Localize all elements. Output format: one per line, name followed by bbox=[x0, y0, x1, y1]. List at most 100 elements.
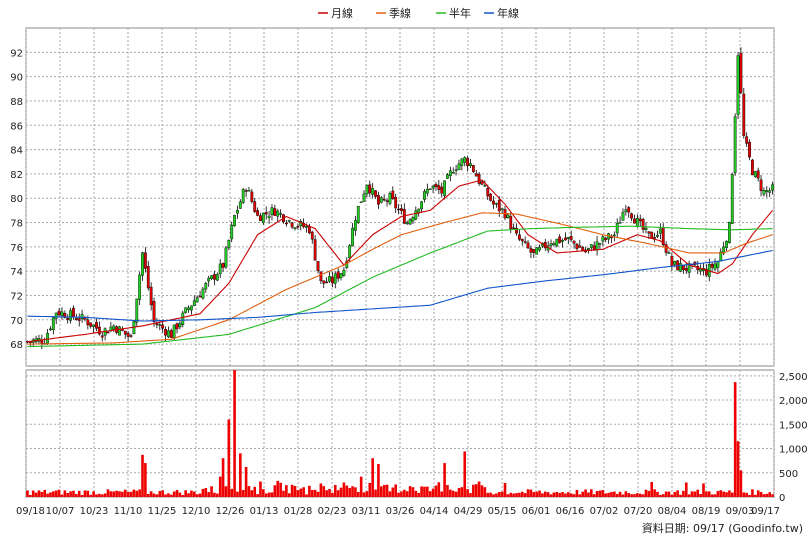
x-tick-label: 09/17 bbox=[751, 506, 780, 517]
volume-tick-label: 1,500 bbox=[779, 420, 808, 431]
candle-body bbox=[92, 324, 96, 327]
candle-body bbox=[733, 116, 737, 173]
candle-body bbox=[279, 213, 283, 215]
volume-bar bbox=[437, 482, 441, 497]
volume-bar bbox=[693, 491, 697, 497]
volume-bar bbox=[262, 489, 265, 497]
volume-bar bbox=[193, 491, 196, 497]
candle-body bbox=[97, 326, 101, 335]
candle-body bbox=[756, 170, 760, 179]
volume-bar bbox=[768, 492, 771, 497]
candle-body bbox=[411, 217, 415, 222]
candle-body bbox=[149, 286, 153, 306]
x-tick-label: 02/23 bbox=[318, 506, 347, 517]
candle-body bbox=[598, 243, 602, 245]
volume-bar bbox=[253, 486, 257, 497]
volume-bar bbox=[615, 493, 619, 497]
candle-body bbox=[739, 52, 743, 93]
candle-body bbox=[618, 222, 622, 224]
candle-body bbox=[730, 174, 734, 224]
volume-bar bbox=[581, 491, 584, 497]
volume-bar bbox=[115, 490, 118, 497]
volume-bar bbox=[351, 486, 354, 497]
volume-bar bbox=[129, 491, 133, 497]
candle-body bbox=[446, 174, 449, 179]
volume-bar bbox=[702, 483, 705, 497]
candle-body bbox=[751, 159, 754, 176]
volume-bar bbox=[52, 491, 55, 497]
volume-bar bbox=[144, 463, 147, 497]
candle-body bbox=[143, 252, 147, 269]
candle-body bbox=[448, 170, 452, 177]
volume-bar bbox=[414, 490, 418, 497]
legend-label: 半年 bbox=[449, 6, 471, 20]
volume-bar bbox=[549, 494, 553, 497]
ma-line bbox=[27, 249, 773, 322]
volume-bar bbox=[333, 484, 337, 497]
volume-bar bbox=[172, 491, 176, 497]
volume-bar bbox=[707, 491, 711, 497]
volume-bar bbox=[449, 489, 452, 497]
candle-body bbox=[379, 197, 383, 203]
candle-body bbox=[382, 198, 386, 201]
volume-tick-label: 2,000 bbox=[779, 396, 808, 407]
price-tick-label: 76 bbox=[10, 243, 23, 254]
candle-body bbox=[742, 93, 746, 136]
volume-bar bbox=[535, 491, 538, 497]
volume-bar bbox=[466, 489, 469, 497]
volume-bar bbox=[216, 493, 219, 497]
volume-bar bbox=[417, 492, 420, 497]
price-tick-label: 74 bbox=[10, 267, 23, 278]
candle-body bbox=[710, 263, 714, 268]
candle-body bbox=[437, 185, 441, 190]
volume-bar bbox=[121, 491, 124, 497]
volume-bar bbox=[555, 492, 559, 497]
volume-bar bbox=[618, 491, 622, 497]
candle-body bbox=[572, 240, 576, 244]
volume-bar bbox=[526, 489, 530, 497]
volume-bar bbox=[354, 487, 357, 497]
volume-bar bbox=[83, 490, 87, 497]
candle-body bbox=[259, 215, 262, 222]
candle-body bbox=[172, 324, 176, 338]
volume-bar bbox=[123, 489, 127, 497]
candle-body bbox=[480, 181, 484, 185]
candle-body bbox=[305, 226, 308, 228]
volume-bar bbox=[457, 488, 461, 497]
ma-line bbox=[27, 225, 773, 348]
volume-bar bbox=[733, 382, 737, 497]
candle-body bbox=[388, 193, 392, 204]
price-tick-label: 80 bbox=[10, 194, 23, 205]
candle-body bbox=[725, 240, 728, 248]
x-tick-label: 07/02 bbox=[590, 506, 619, 517]
candle-body bbox=[198, 295, 202, 298]
volume-bar bbox=[322, 486, 326, 497]
candles bbox=[26, 47, 774, 350]
candle-body bbox=[195, 297, 199, 303]
candle-body bbox=[529, 248, 533, 253]
candle-body bbox=[86, 319, 90, 326]
candle-body bbox=[57, 310, 61, 316]
candle-body bbox=[190, 305, 193, 311]
x-tick-label: 09/18 bbox=[16, 506, 45, 517]
volume-bar bbox=[408, 486, 412, 497]
volume-bar bbox=[31, 490, 35, 497]
candle-body bbox=[141, 252, 144, 276]
volume-bar bbox=[92, 491, 95, 497]
candle-body bbox=[253, 201, 257, 212]
volume-bar bbox=[75, 494, 78, 497]
volume-bar bbox=[633, 494, 636, 497]
volume-bar bbox=[506, 494, 510, 497]
volume-bar bbox=[175, 489, 179, 497]
candle-body bbox=[72, 307, 75, 318]
volume-bar bbox=[403, 489, 406, 497]
candle-body bbox=[201, 288, 205, 299]
volume-bar bbox=[751, 489, 754, 497]
volume-bar bbox=[158, 491, 162, 497]
candle-body bbox=[589, 244, 593, 248]
candle-body bbox=[276, 210, 280, 217]
price-tick-label: 92 bbox=[10, 48, 23, 59]
volume-bar bbox=[495, 493, 498, 497]
candle-body bbox=[313, 239, 317, 261]
